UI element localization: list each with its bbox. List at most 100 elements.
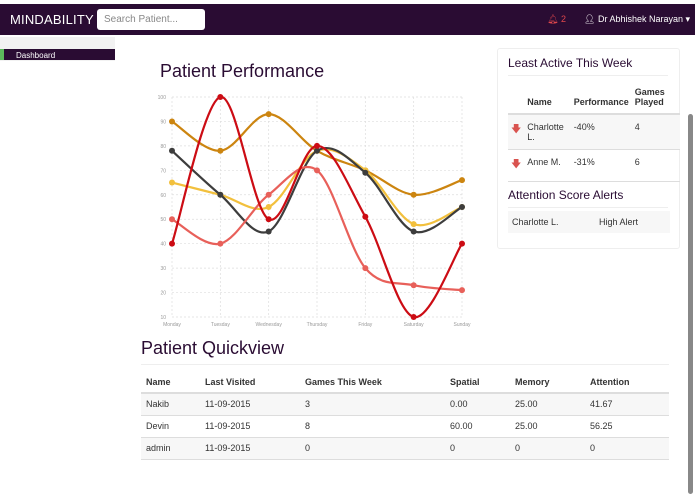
data-point bbox=[459, 204, 465, 210]
col-name: Name bbox=[524, 87, 571, 115]
data-point bbox=[362, 265, 369, 272]
cell: 0 bbox=[510, 437, 585, 460]
cell: Nakib bbox=[141, 393, 200, 416]
cell: 25.00 bbox=[510, 393, 585, 416]
data-point bbox=[169, 179, 175, 186]
data-point bbox=[265, 228, 272, 235]
performance: -40% bbox=[570, 114, 632, 150]
x-tick-label: Sunday bbox=[454, 322, 471, 328]
data-point bbox=[217, 147, 224, 154]
data-point bbox=[169, 216, 175, 223]
data-point bbox=[169, 118, 175, 125]
cell: 11-09-2015 bbox=[200, 437, 300, 460]
col-performance: Performance bbox=[570, 87, 632, 115]
x-tick-label: Friday bbox=[358, 322, 372, 328]
games: 4 bbox=[631, 114, 680, 150]
col-spatial: Spatial bbox=[445, 372, 510, 394]
data-point bbox=[265, 216, 272, 223]
y-tick-label: 80 bbox=[160, 144, 166, 150]
cell: 8 bbox=[300, 415, 445, 438]
data-point bbox=[459, 287, 465, 294]
alert-count: 2 bbox=[560, 14, 566, 24]
cell: Devin bbox=[141, 415, 200, 438]
data-point bbox=[362, 213, 369, 220]
quickview-table: Name Last Visited Games This Week Spatia… bbox=[141, 372, 669, 460]
y-tick-label: 60 bbox=[160, 193, 166, 199]
cell: 60.00 bbox=[445, 415, 510, 438]
alert-row[interactable]: Charlotte L. High Alert bbox=[508, 211, 670, 233]
least-active-title: Least Active This Week bbox=[508, 56, 633, 70]
performance-chart: 10 20 30 40 50 60 70 80 90 100 Monday Tuesday Wednes… bbox=[158, 94, 471, 328]
cell: admin bbox=[141, 437, 200, 460]
least-active-table: Name Performance Games Played 🡇 Charlotte L… bbox=[508, 87, 680, 182]
y-tick-label: 10 bbox=[160, 315, 166, 321]
x-tick-label: Monday bbox=[163, 322, 181, 328]
y-tick-label: 90 bbox=[160, 119, 166, 125]
y-tick-label: 20 bbox=[160, 291, 166, 297]
data-point bbox=[410, 314, 417, 320]
alert-name: Charlotte L. bbox=[512, 217, 559, 227]
y-tick-label: 100 bbox=[158, 95, 167, 101]
search-input[interactable] bbox=[97, 9, 205, 30]
user-menu[interactable]: 👤︎ Dr Abhishek Narayan ▾ bbox=[584, 14, 690, 25]
data-point bbox=[410, 191, 417, 198]
data-point bbox=[459, 177, 465, 184]
data-point bbox=[362, 169, 369, 176]
col-name: Name bbox=[141, 372, 200, 394]
x-tick-label: Wednesday bbox=[256, 322, 283, 328]
table-row[interactable]: 🡇 Charlotte L. -40% 4 bbox=[508, 114, 680, 150]
data-point bbox=[314, 167, 320, 174]
table-row[interactable]: Devin 11-09-2015 8 60.00 25.00 56.25 bbox=[141, 415, 669, 438]
name: Anne M. bbox=[524, 149, 571, 182]
cell: 3 bbox=[300, 393, 445, 416]
cell: 56.25 bbox=[585, 415, 669, 438]
cell: 0 bbox=[585, 437, 669, 460]
data-point bbox=[410, 228, 417, 235]
col-games-week: Games This Week bbox=[300, 372, 445, 394]
data-point bbox=[314, 147, 320, 154]
performance: -31% bbox=[570, 149, 632, 182]
data-point bbox=[265, 191, 272, 198]
cell: 41.67 bbox=[585, 393, 669, 416]
alert-level: High Alert bbox=[599, 217, 639, 227]
cell: 0.00 bbox=[445, 393, 510, 416]
data-point bbox=[265, 111, 272, 118]
attention-alerts-title: Attention Score Alerts bbox=[508, 188, 624, 202]
cell: 11-09-2015 bbox=[200, 393, 300, 416]
cell: 0 bbox=[445, 437, 510, 460]
data-point bbox=[169, 147, 175, 154]
data-point bbox=[217, 240, 224, 247]
table-row[interactable]: admin 11-09-2015 0 0 0 0 bbox=[141, 437, 669, 460]
scrollbar[interactable] bbox=[688, 114, 693, 494]
least-active-panel: Least Active This Week Name Performance Ga… bbox=[497, 48, 680, 249]
table-row[interactable]: Nakib 11-09-2015 3 0.00 25.00 41.67 bbox=[141, 393, 669, 416]
user-icon: 👤︎ bbox=[584, 14, 596, 24]
user-name: Dr Abhishek Narayan bbox=[597, 14, 683, 24]
arrow-down-icon: 🡇 bbox=[511, 159, 522, 170]
col-memory: Memory bbox=[510, 372, 585, 394]
y-tick-label: 40 bbox=[160, 242, 166, 248]
y-tick-label: 50 bbox=[160, 217, 166, 223]
x-tick-label: Thursday bbox=[307, 322, 328, 328]
col-attention: Attention bbox=[585, 372, 669, 394]
sidebar: Dashboard bbox=[0, 37, 115, 61]
cell: 25.00 bbox=[510, 415, 585, 438]
cell: 0 bbox=[300, 437, 445, 460]
notifications-button[interactable]: 🔔︎ 2 bbox=[547, 14, 566, 25]
x-tick-label: Saturday bbox=[404, 322, 425, 328]
games: 6 bbox=[631, 149, 680, 182]
page-title: Patient Performance bbox=[160, 61, 325, 81]
data-point bbox=[410, 221, 417, 228]
data-point bbox=[314, 142, 320, 149]
data-point bbox=[217, 94, 224, 100]
navbar: MINDABILITY 🔔︎ 2 👤︎ Dr Abhishek Narayan … bbox=[0, 4, 695, 35]
data-point bbox=[265, 204, 272, 210]
sidebar-item-dashboard[interactable]: Dashboard bbox=[0, 49, 115, 60]
brand-logo[interactable]: MINDABILITY bbox=[10, 12, 94, 27]
name: Charlotte L. bbox=[524, 114, 571, 150]
col-last-visited: Last Visited bbox=[200, 372, 300, 394]
data-point bbox=[217, 191, 224, 198]
table-row[interactable]: 🡇 Anne M. -31% 6 bbox=[508, 149, 680, 182]
quickview-title: Patient Quickview bbox=[141, 338, 285, 358]
bell-icon: 🔔︎ bbox=[547, 14, 559, 24]
